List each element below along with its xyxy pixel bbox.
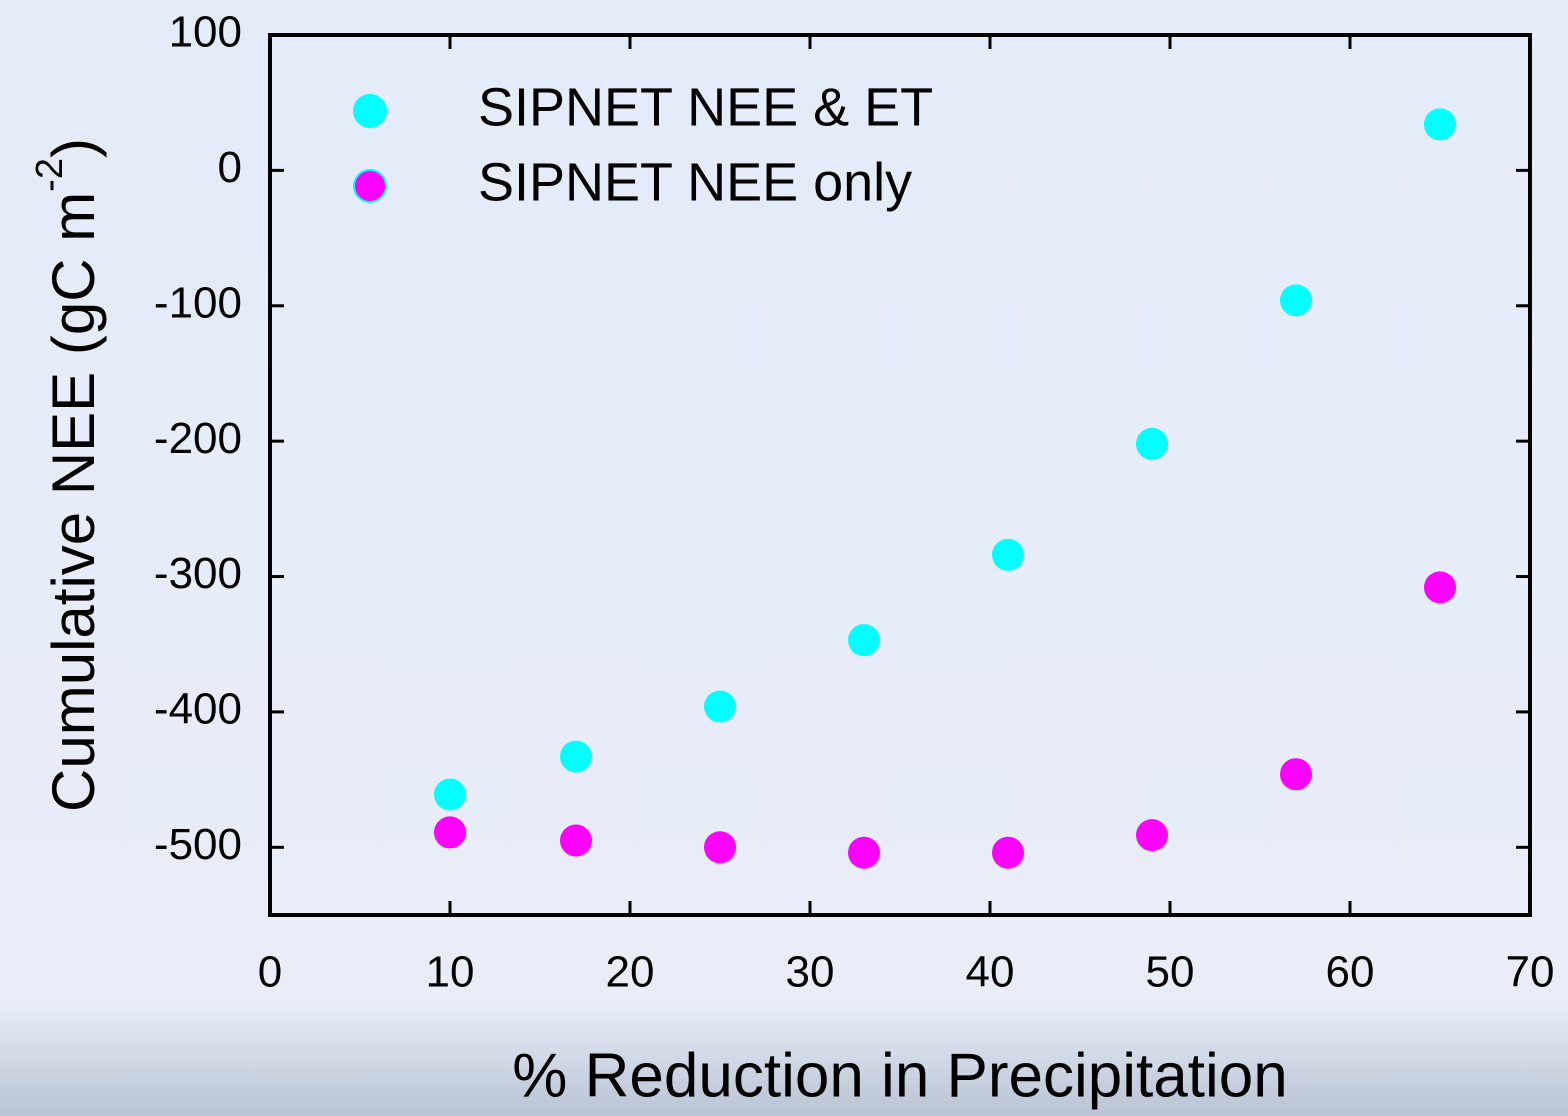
point [1280, 758, 1312, 791]
x-tick-label: 50 [1146, 948, 1195, 997]
point [434, 816, 466, 849]
x-tick-label: 10 [426, 948, 475, 997]
x-tick-label: 40 [966, 948, 1015, 997]
point [1136, 427, 1168, 460]
point [434, 778, 466, 811]
y-axis-label-suffix: ) [40, 138, 107, 158]
point [1424, 571, 1456, 604]
point [1136, 819, 1168, 852]
legend-marker [353, 94, 387, 128]
y-tick-label: -400 [154, 685, 242, 734]
y-tick-label: -100 [154, 278, 242, 327]
y-axis-label-text: Cumulative NEE (gC m [40, 192, 107, 812]
point [560, 740, 592, 773]
y-tick-label: 0 [218, 143, 242, 192]
x-tick-label: 60 [1326, 948, 1375, 997]
x-tick-label: 0 [258, 948, 282, 997]
y-tick-label: 100 [169, 8, 242, 57]
point [1424, 108, 1456, 141]
legend-label: SIPNET NEE & ET [478, 77, 933, 137]
y-tick-label: -300 [154, 549, 242, 598]
point [848, 836, 880, 869]
x-tick-label: 70 [1506, 948, 1555, 997]
point [704, 690, 736, 723]
point [992, 836, 1024, 869]
legend-label: SIPNET NEE only [478, 152, 912, 212]
legend-marker [353, 169, 387, 203]
plot-frame [268, 33, 1532, 917]
point [560, 824, 592, 857]
x-tick-label: 20 [606, 948, 655, 997]
point [1280, 284, 1312, 317]
y-axis-label: Cumulative NEE (gC m-2) [29, 138, 107, 812]
x-tick-label: 30 [786, 948, 835, 997]
y-tick-label: -500 [154, 820, 242, 869]
x-axis-label: % Reduction in Precipitation [512, 1041, 1287, 1110]
point [704, 831, 736, 864]
point [992, 538, 1024, 571]
y-axis-label-superscript: -2 [29, 158, 71, 192]
y-tick-label: -200 [154, 414, 242, 463]
point [848, 624, 880, 657]
